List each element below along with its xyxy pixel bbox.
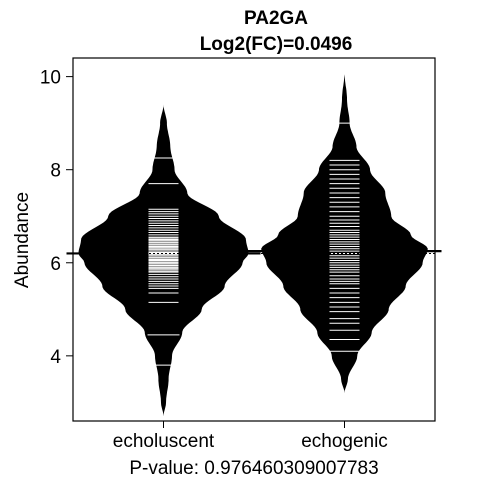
x-tick-label-echoluscent: echoluscent (113, 431, 215, 452)
y-tick-label: 8 (50, 161, 61, 182)
x-axis-label: P-value: 0.976460309007783 (129, 458, 378, 479)
y-axis: 4 6 8 10 (40, 68, 73, 368)
x-axis: echoluscent echogenic (113, 421, 388, 452)
chart-subtitle: Log2(FC)=0.0496 (200, 34, 353, 55)
chart-title: PA2GA (244, 8, 308, 29)
y-axis-label: Abundance (12, 192, 33, 288)
y-tick-label: 6 (50, 254, 61, 275)
y-tick-label: 10 (40, 68, 61, 89)
beans-layer (67, 72, 442, 416)
x-tick-label-echogenic: echogenic (301, 431, 388, 452)
y-tick-label: 4 (50, 347, 61, 368)
